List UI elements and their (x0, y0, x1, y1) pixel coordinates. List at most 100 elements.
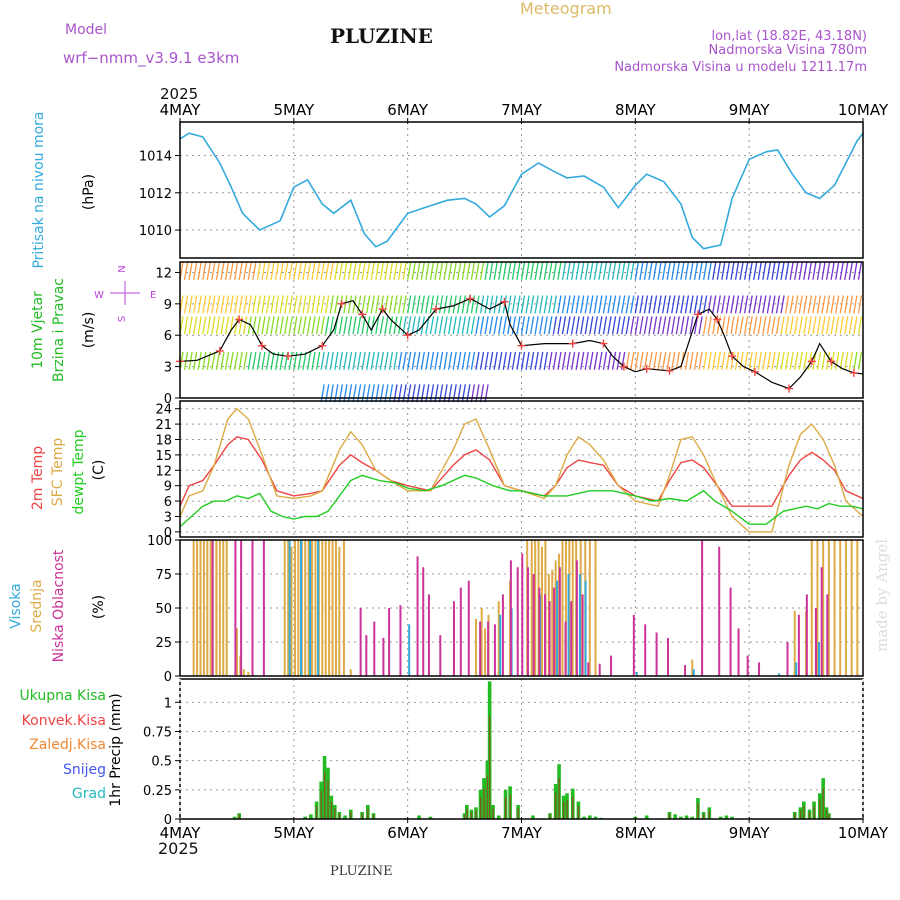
wind-barb (361, 384, 366, 403)
wind-barb (698, 295, 703, 314)
x-tick-label-top: 6MAY (387, 101, 429, 119)
wind-gust-marker (358, 310, 367, 319)
wind-barb (794, 316, 799, 335)
wind-barb (666, 261, 671, 280)
wind-barb (575, 351, 580, 370)
wind-barb (589, 261, 594, 280)
wind-barb (680, 316, 685, 335)
wind-gust-marker (337, 299, 346, 308)
wind-barb (315, 261, 321, 280)
wind-barb (384, 384, 389, 403)
wind-barb (566, 351, 571, 370)
wind-barb (370, 261, 375, 280)
wind-barb (771, 261, 776, 280)
wind-barb (243, 261, 248, 280)
x-tick-label-bottom: 6MAY (387, 824, 429, 842)
y-tick-label: 0 (164, 392, 172, 407)
precip-conv-bar (828, 814, 830, 819)
wind-barb (197, 351, 202, 370)
wind-barb (657, 316, 662, 335)
wind-barb (557, 351, 562, 370)
pressure-unit: (hPa) (81, 174, 97, 210)
wind-barb (397, 351, 403, 370)
wind-barb (416, 316, 421, 335)
wind-barb (853, 295, 858, 314)
wind-barb (689, 261, 694, 280)
wind-barb (347, 261, 353, 280)
wind-barb (771, 351, 776, 370)
wind-barb (552, 295, 558, 314)
wind-barb (634, 351, 639, 370)
wind-barb (643, 316, 649, 335)
model-label: Model (65, 22, 107, 38)
wind-barb (639, 351, 644, 370)
wind-barb (488, 316, 494, 335)
wind-barb (388, 351, 394, 370)
precip-panel: 0 0.25 0.5 0.75 1 Ukupna Kisa Konvek.Kisa Zaled… (19, 678, 864, 828)
precip-bar (531, 815, 535, 819)
wind-barb (561, 351, 567, 370)
wind-barb (411, 316, 416, 335)
precip-legend-item: Konvek.Kisa (22, 713, 106, 729)
wind-barb (507, 295, 512, 314)
wind-barb (256, 316, 262, 335)
wind-gust-marker (713, 315, 722, 324)
precip-conv-bar (367, 808, 369, 819)
wind-barb (484, 295, 489, 314)
wind-barb (725, 295, 731, 314)
wind-barb (247, 316, 252, 335)
wind-barb (543, 316, 548, 335)
wind-barb (202, 295, 207, 314)
wind-barb (766, 295, 772, 314)
wind-barb (570, 316, 576, 335)
x-tick-label-bottom: 8MAY (615, 824, 657, 842)
precip-bar (417, 815, 421, 819)
watermark: made by Angel (873, 539, 891, 652)
wind-barb (393, 295, 398, 314)
wind-barb (707, 295, 712, 314)
wind-barb (352, 384, 357, 403)
wind-barb (384, 316, 389, 335)
wind-barb (302, 295, 307, 314)
wind-barb (402, 351, 407, 370)
wind-barb (648, 316, 653, 335)
precip-conv-bar (572, 796, 574, 819)
wind-barb (716, 295, 721, 314)
wind-gust-marker (432, 305, 441, 314)
wind-barb (461, 295, 466, 314)
precip-conv-bar (479, 797, 482, 819)
precip-conv-bar (825, 810, 828, 819)
wind-barb (379, 351, 384, 370)
wind-barb (479, 261, 485, 280)
wind-barb (438, 384, 444, 403)
wind-barb (448, 351, 453, 370)
wind-barb (794, 295, 799, 314)
wind-barb (448, 384, 453, 403)
wind-barb (493, 316, 498, 335)
precip-legend-item: Ukupna Kisa (19, 688, 106, 704)
precip-bar (428, 816, 433, 819)
wind-barb (466, 351, 471, 370)
wind-barb (570, 295, 576, 314)
wind-barb (611, 261, 617, 280)
wind-barb (320, 261, 325, 280)
wind-barb (407, 351, 412, 370)
wind-barb (488, 261, 494, 280)
wind-barb (548, 316, 553, 335)
wind-barb (438, 316, 444, 335)
wind-barb (270, 261, 275, 280)
panel-frame (179, 678, 864, 820)
wind-barb (516, 261, 521, 280)
wind-barb (561, 295, 567, 314)
wind-barb (183, 316, 189, 335)
x-tick-label-top: 10MAY (838, 101, 889, 119)
x-tick-label-bottom: 5MAY (273, 824, 315, 842)
wind-barb (775, 316, 781, 335)
wind-barb (520, 295, 526, 314)
wind-barb (425, 384, 430, 403)
wind-barb (643, 295, 649, 314)
wind-barb (684, 351, 690, 370)
wind-barb (293, 316, 298, 335)
wind-barb (657, 351, 662, 370)
wind-barb (247, 351, 252, 370)
